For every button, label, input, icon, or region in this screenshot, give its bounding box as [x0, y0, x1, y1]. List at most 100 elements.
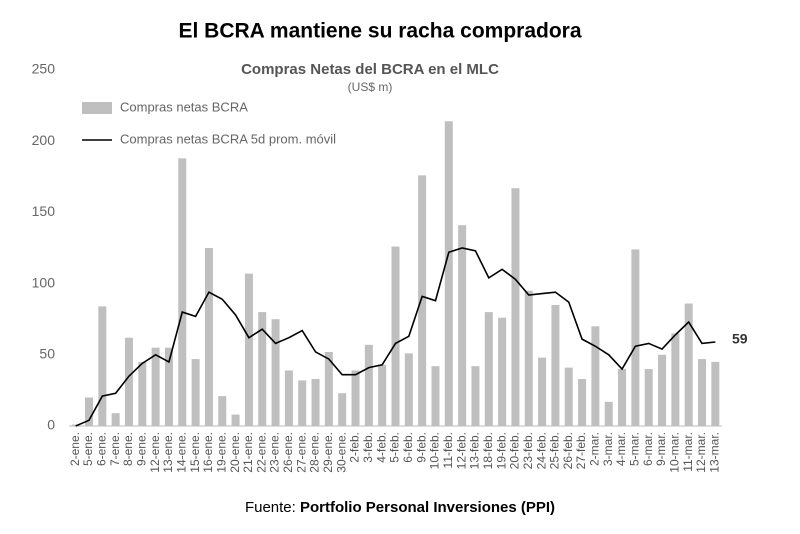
x-tick-label: 4-feb. [374, 432, 388, 463]
bar [378, 364, 387, 426]
chart-subtitle: (US$ m) [348, 80, 393, 94]
bar [111, 413, 120, 426]
y-tick-label: 150 [32, 203, 56, 219]
bar [658, 354, 667, 426]
bar [351, 370, 360, 426]
bar [391, 246, 400, 426]
y-tick-label: 50 [39, 346, 55, 362]
x-tick-label: 26-feb. [561, 432, 575, 469]
bar [191, 359, 200, 426]
bar [311, 379, 320, 426]
bar [618, 369, 627, 426]
bar [204, 248, 213, 426]
x-tick-label: 13-ene. [161, 432, 175, 473]
bar [471, 366, 480, 426]
y-tick-label: 0 [47, 417, 55, 433]
bar [404, 353, 413, 426]
x-tick-label: 11-mar. [681, 432, 695, 472]
x-tick-label: 10-feb. [428, 432, 442, 469]
bar [538, 357, 547, 426]
x-tick-label: 18-feb. [481, 432, 495, 469]
x-tick-label: 3-feb. [361, 432, 375, 463]
x-tick-label: 2-feb. [348, 432, 362, 463]
x-tick-label: 21-ene. [241, 432, 255, 473]
y-tick-label: 100 [32, 274, 56, 290]
x-tick-label: 25-feb. [548, 432, 562, 469]
x-tick-label: 6-mar. [641, 432, 655, 466]
x-tick-label: 23-ene. [268, 432, 282, 473]
bar [178, 158, 187, 426]
chart-title: Compras Netas del BCRA en el MLC [241, 61, 499, 78]
x-tick-label: 10-mar. [668, 432, 682, 473]
x-tick-label: 9-mar. [654, 432, 668, 466]
x-tick-label: 19-feb. [494, 432, 508, 469]
x-tick-label: 6-ene. [94, 432, 108, 466]
x-tick-label: 5-mar. [628, 432, 642, 466]
bar [284, 370, 293, 426]
bar [684, 303, 693, 426]
x-tick-label: 27-feb. [574, 432, 588, 469]
x-tick-label: 13-mar. [708, 432, 722, 473]
bar [124, 337, 133, 426]
x-tick-label: 15-ene. [188, 432, 202, 473]
bar [84, 397, 93, 426]
x-tick-label: 9-feb. [414, 432, 428, 463]
x-tick-label: 14-ene. [174, 432, 188, 473]
bar [151, 347, 160, 426]
bar [271, 319, 280, 426]
bar [551, 304, 560, 426]
x-tick-label: 12-feb. [454, 432, 468, 469]
bar [458, 225, 467, 426]
x-tick-label: 24-feb. [534, 432, 548, 469]
bar [604, 401, 613, 426]
bar [98, 306, 107, 426]
bar [138, 361, 147, 426]
legend-label: Compras netas BCRA 5d prom. móvil [120, 131, 336, 146]
y-tick-label: 200 [32, 132, 56, 148]
bar [498, 317, 507, 426]
x-tick-label: 5-ene. [81, 432, 95, 466]
bar [564, 367, 573, 426]
x-tick-label: 27-ene. [294, 432, 308, 473]
bar [244, 273, 253, 426]
x-tick-label: 13-feb. [468, 432, 482, 469]
x-tick-label: 16-ene. [201, 432, 215, 473]
bar [364, 344, 373, 426]
bar [298, 380, 307, 426]
x-tick-label: 5-feb. [388, 432, 402, 463]
x-tick-label: 20-ene. [228, 432, 242, 473]
x-tick-label: 6-feb. [401, 432, 415, 463]
x-tick-label: 3-mar. [601, 432, 615, 466]
bar [164, 347, 173, 426]
bar [711, 361, 720, 426]
line [75, 247, 716, 427]
y-tick-label: 250 [32, 61, 56, 77]
bar [578, 379, 587, 426]
footer: Fuente: Portfolio Personal Inversiones (… [245, 499, 555, 516]
x-tick-label: 11-feb. [441, 432, 455, 468]
bar [418, 175, 427, 426]
bar [324, 351, 333, 426]
x-tick-label: 22-ene. [254, 432, 268, 473]
x-tick-label: 30-ene. [334, 432, 348, 473]
x-tick-label: 9-ene. [134, 432, 148, 466]
x-tick-label: 7-ene. [108, 432, 122, 466]
bar [511, 188, 520, 426]
bar [698, 359, 707, 426]
x-tick-label: 20-feb. [508, 432, 522, 469]
page-title: El BCRA mantiene su racha compradora [179, 20, 582, 43]
bar [644, 369, 653, 426]
bar [231, 414, 240, 426]
bar [484, 312, 493, 426]
bar [218, 396, 227, 426]
x-tick-label: 23-feb. [521, 432, 535, 469]
bar [524, 290, 533, 426]
x-tick-label: 2-ene. [68, 432, 82, 466]
x-tick-label: 12-mar. [694, 432, 708, 473]
bar [631, 249, 640, 426]
legend-label: Compras netas BCRA [120, 99, 248, 114]
x-tick-label: 12-ene. [148, 432, 162, 473]
footer-prefix: Fuente: [245, 499, 296, 516]
x-tick-label: 28-ene. [308, 432, 322, 473]
